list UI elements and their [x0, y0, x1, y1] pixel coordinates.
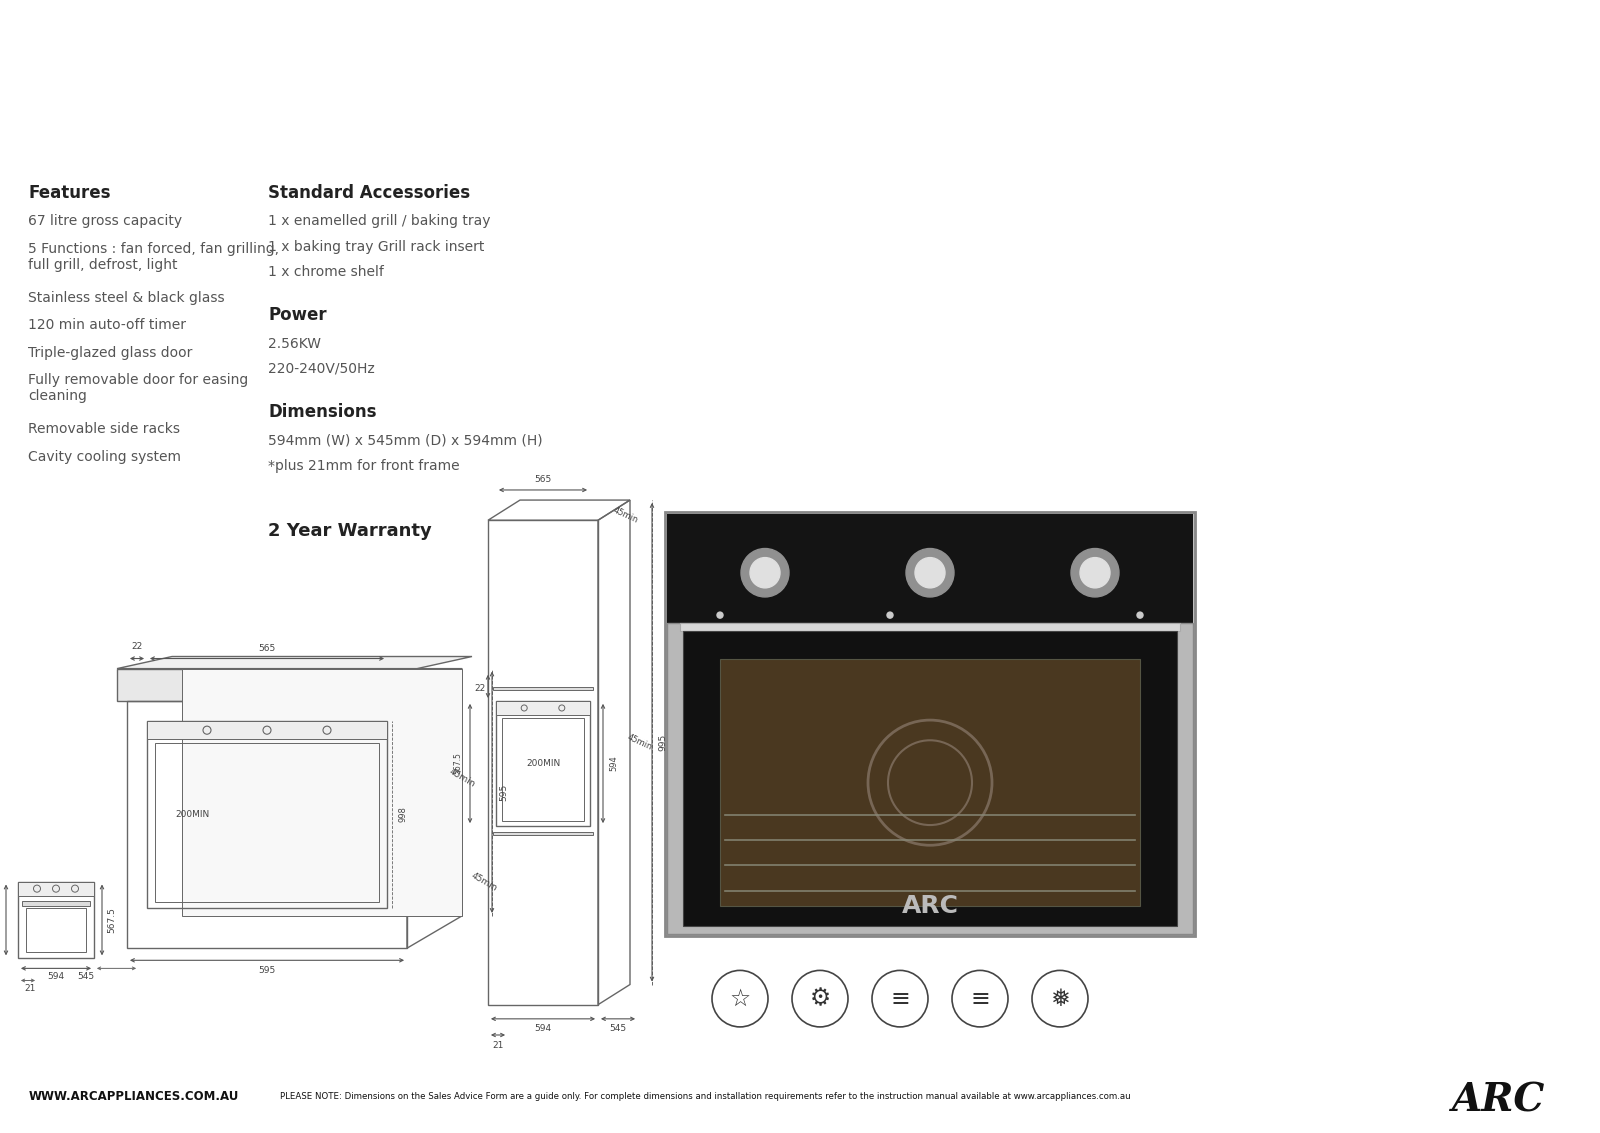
Text: Stainless steel & black glass: Stainless steel & black glass: [29, 291, 224, 305]
Bar: [182, 668, 462, 915]
Bar: [155, 743, 379, 902]
Text: 200MIN: 200MIN: [526, 759, 560, 768]
Text: ❅: ❅: [1050, 987, 1070, 1011]
Polygon shape: [117, 668, 418, 701]
Circle shape: [915, 557, 946, 588]
Text: 594: 594: [610, 756, 619, 772]
Bar: [493, 832, 594, 835]
Text: ≡: ≡: [890, 987, 910, 1011]
Text: 2 Year Warranty: 2 Year Warranty: [269, 522, 432, 540]
Text: ≡: ≡: [970, 987, 990, 1011]
Bar: [147, 721, 387, 908]
Text: 1 x enamelled grill / baking tray: 1 x enamelled grill / baking tray: [269, 214, 491, 229]
Bar: [126, 701, 406, 948]
Bar: [147, 721, 387, 739]
Text: Oven 600mm: Oven 600mm: [35, 94, 290, 129]
Text: 220-240V/50Hz: 220-240V/50Hz: [269, 361, 374, 376]
Circle shape: [717, 612, 723, 619]
Bar: [683, 631, 1178, 926]
Circle shape: [886, 612, 893, 619]
Circle shape: [741, 548, 789, 597]
Text: 998: 998: [398, 807, 408, 823]
Text: 565: 565: [258, 644, 275, 653]
Text: 565: 565: [534, 476, 552, 485]
Bar: [496, 701, 590, 826]
Text: 21: 21: [493, 1040, 504, 1049]
Bar: [18, 881, 94, 896]
Text: 545: 545: [77, 972, 94, 981]
Text: 45min: 45min: [613, 505, 640, 525]
Text: 1 x chrome shelf: 1 x chrome shelf: [269, 265, 384, 279]
Circle shape: [906, 548, 954, 597]
Text: *plus 21mm for front frame: *plus 21mm for front frame: [269, 459, 459, 472]
Bar: [496, 701, 590, 715]
Text: PLEASE NOTE: Dimensions on the Sales Advice Form are a guide only. For complete : PLEASE NOTE: Dimensions on the Sales Adv…: [280, 1092, 1131, 1101]
Text: 22: 22: [474, 684, 486, 693]
Circle shape: [1138, 612, 1142, 619]
Circle shape: [1080, 557, 1110, 588]
Bar: [18, 881, 94, 959]
Bar: [502, 718, 584, 821]
Text: 200MIN: 200MIN: [174, 810, 210, 819]
Text: Dimensions: Dimensions: [269, 403, 376, 421]
Text: 594: 594: [48, 972, 64, 981]
Text: 995: 995: [659, 734, 667, 751]
Bar: [667, 514, 1194, 623]
Text: 22: 22: [131, 642, 142, 651]
Circle shape: [750, 557, 781, 588]
Text: 1 x baking tray Grill rack insert: 1 x baking tray Grill rack insert: [269, 240, 485, 254]
Text: 67 litre gross capacity: 67 litre gross capacity: [29, 214, 182, 229]
Text: ☆: ☆: [730, 987, 750, 1011]
Bar: [666, 512, 1195, 936]
Text: ARC: ARC: [1451, 1081, 1544, 1119]
Text: Features: Features: [29, 185, 110, 202]
Text: 545: 545: [610, 1024, 627, 1033]
Text: 2.56KW: 2.56KW: [269, 337, 322, 350]
Text: ⚙: ⚙: [810, 987, 830, 1011]
Text: 595: 595: [258, 966, 275, 974]
Text: 5 Functions : fan forced, fan grilling,
full grill, defrost, light: 5 Functions : fan forced, fan grilling, …: [29, 241, 278, 272]
Text: Removable side racks: Removable side racks: [29, 423, 179, 436]
Bar: [26, 908, 86, 952]
Text: 45min: 45min: [470, 870, 499, 893]
Text: 45min: 45min: [626, 733, 654, 752]
Bar: [22, 901, 90, 905]
Bar: [720, 658, 1139, 905]
Text: Cavity cooling system: Cavity cooling system: [29, 450, 181, 463]
Text: 594: 594: [534, 1024, 552, 1033]
Text: AR5S: AR5S: [35, 33, 176, 78]
Bar: [680, 623, 1181, 631]
Bar: [667, 623, 1194, 934]
Text: Power: Power: [269, 306, 326, 324]
Text: 567.5: 567.5: [107, 908, 117, 932]
Bar: [493, 687, 594, 690]
Text: 120 min auto-off timer: 120 min auto-off timer: [29, 318, 186, 332]
Circle shape: [1070, 548, 1118, 597]
Text: 45min: 45min: [448, 767, 477, 790]
Text: 594mm (W) x 545mm (D) x 594mm (H): 594mm (W) x 545mm (D) x 594mm (H): [269, 434, 542, 448]
Bar: [488, 520, 598, 1005]
Text: Fully removable door for easing
cleaning: Fully removable door for easing cleaning: [29, 373, 248, 403]
Text: ARC: ARC: [901, 894, 958, 918]
Text: Standard Accessories: Standard Accessories: [269, 185, 470, 202]
Text: 595: 595: [499, 784, 509, 801]
Polygon shape: [117, 656, 472, 668]
Text: 567.5: 567.5: [453, 752, 462, 775]
Text: WWW.ARCAPPLIANCES.COM.AU: WWW.ARCAPPLIANCES.COM.AU: [29, 1090, 238, 1104]
Text: Triple-glazed glass door: Triple-glazed glass door: [29, 346, 192, 359]
Text: 21: 21: [24, 985, 35, 993]
